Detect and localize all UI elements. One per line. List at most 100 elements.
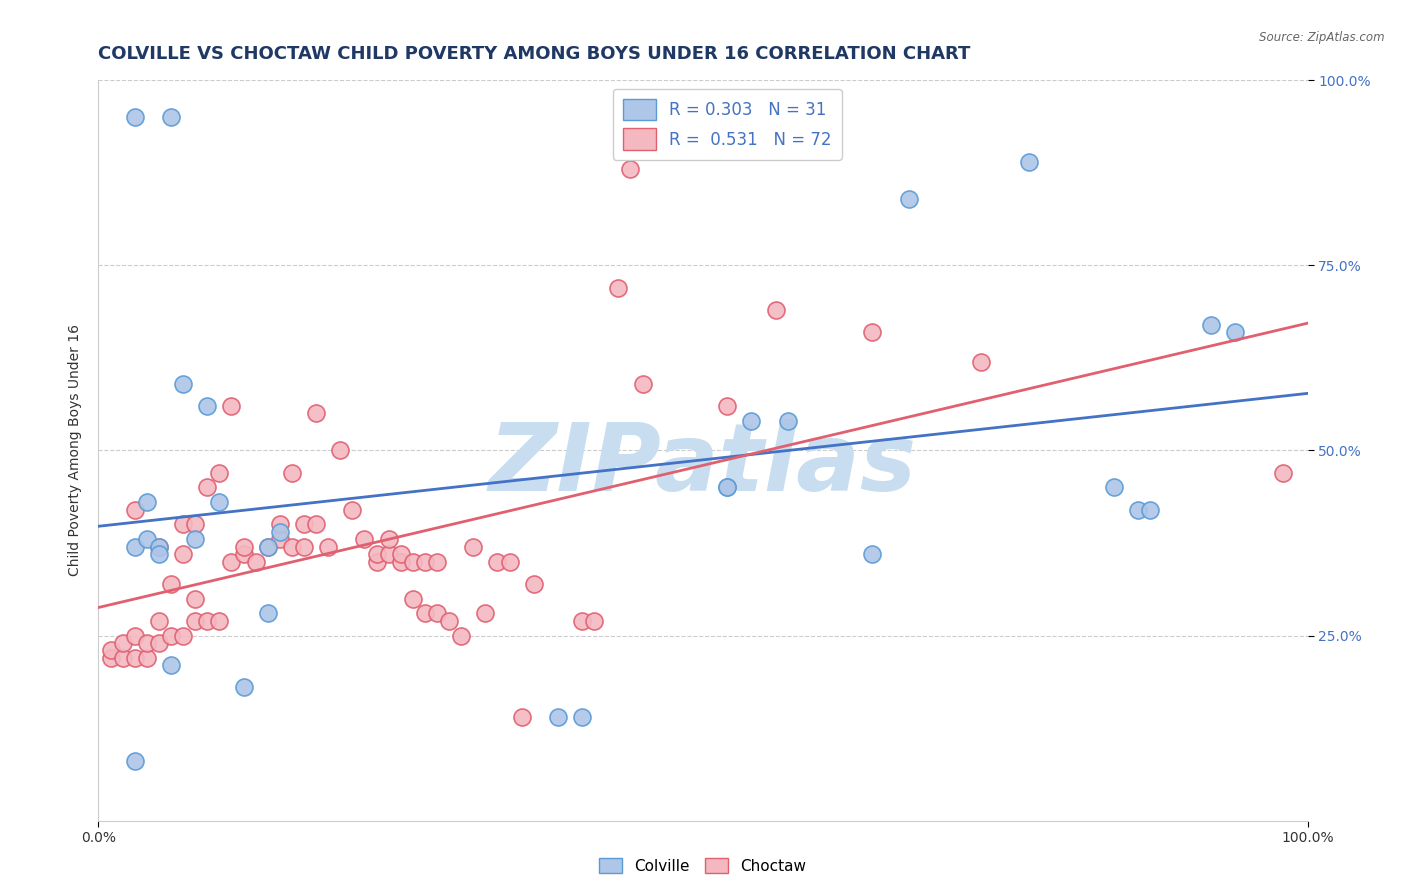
Point	[402, 591, 425, 606]
Point	[353, 533, 375, 547]
Point	[135, 636, 157, 650]
Point	[269, 533, 291, 547]
Point	[860, 325, 883, 339]
Point	[305, 517, 328, 532]
Point	[111, 650, 134, 665]
Point	[232, 681, 254, 695]
Point	[631, 376, 654, 391]
Point	[184, 591, 207, 606]
Point	[124, 628, 146, 642]
Point	[269, 524, 291, 539]
Point	[776, 414, 799, 428]
Text: ZIPatlas: ZIPatlas	[489, 419, 917, 511]
Point	[148, 540, 170, 554]
Point	[583, 614, 606, 628]
Point	[1128, 502, 1150, 516]
Point	[195, 480, 218, 494]
Point	[172, 628, 194, 642]
Point	[897, 192, 920, 206]
Legend: Colville, Choctaw: Colville, Choctaw	[593, 852, 813, 880]
Point	[486, 555, 509, 569]
Point	[716, 480, 738, 494]
Point	[160, 111, 183, 125]
Point	[232, 540, 254, 554]
Point	[135, 495, 157, 509]
Point	[1102, 480, 1125, 494]
Point	[160, 628, 183, 642]
Point	[450, 628, 472, 642]
Point	[1272, 466, 1295, 480]
Point	[256, 607, 278, 621]
Point	[1223, 325, 1246, 339]
Point	[172, 376, 194, 391]
Point	[148, 540, 170, 554]
Point	[389, 547, 412, 561]
Point	[195, 614, 218, 628]
Point	[281, 540, 304, 554]
Point	[124, 755, 146, 769]
Point	[523, 576, 546, 591]
Point	[366, 547, 388, 561]
Point	[316, 540, 339, 554]
Point	[135, 650, 157, 665]
Point	[607, 280, 630, 294]
Point	[208, 466, 231, 480]
Point	[413, 555, 436, 569]
Point	[256, 540, 278, 554]
Point	[765, 302, 787, 317]
Point	[366, 555, 388, 569]
Point	[510, 710, 533, 724]
Y-axis label: Child Poverty Among Boys Under 16: Child Poverty Among Boys Under 16	[69, 325, 83, 576]
Point	[474, 607, 496, 621]
Point	[498, 555, 520, 569]
Legend: R = 0.303   N = 31, R =  0.531   N = 72: R = 0.303 N = 31, R = 0.531 N = 72	[613, 88, 842, 160]
Point	[245, 555, 267, 569]
Point	[547, 710, 569, 724]
Point	[571, 710, 593, 724]
Point	[342, 502, 364, 516]
Point	[148, 636, 170, 650]
Point	[124, 111, 146, 125]
Point	[402, 555, 425, 569]
Point	[329, 443, 352, 458]
Point	[160, 658, 183, 673]
Point	[221, 399, 243, 413]
Point	[184, 533, 207, 547]
Point	[463, 540, 485, 554]
Point	[426, 555, 449, 569]
Text: Source: ZipAtlas.com: Source: ZipAtlas.com	[1260, 31, 1385, 45]
Point	[269, 517, 291, 532]
Point	[292, 517, 315, 532]
Point	[172, 547, 194, 561]
Point	[124, 650, 146, 665]
Point	[1199, 318, 1222, 332]
Point	[135, 533, 157, 547]
Text: COLVILLE VS CHOCTAW CHILD POVERTY AMONG BOYS UNDER 16 CORRELATION CHART: COLVILLE VS CHOCTAW CHILD POVERTY AMONG …	[98, 45, 970, 63]
Point	[100, 650, 122, 665]
Point	[970, 354, 993, 368]
Point	[281, 466, 304, 480]
Point	[716, 399, 738, 413]
Point	[232, 547, 254, 561]
Point	[184, 614, 207, 628]
Point	[160, 576, 183, 591]
Point	[172, 517, 194, 532]
Point	[716, 480, 738, 494]
Point	[740, 414, 762, 428]
Point	[256, 540, 278, 554]
Point	[571, 614, 593, 628]
Point	[148, 547, 170, 561]
Point	[292, 540, 315, 554]
Point	[208, 495, 231, 509]
Point	[619, 162, 641, 177]
Point	[1018, 154, 1040, 169]
Point	[377, 547, 399, 561]
Point	[208, 614, 231, 628]
Point	[111, 636, 134, 650]
Point	[377, 533, 399, 547]
Point	[184, 517, 207, 532]
Point	[413, 607, 436, 621]
Point	[305, 407, 328, 421]
Point	[124, 540, 146, 554]
Point	[100, 643, 122, 657]
